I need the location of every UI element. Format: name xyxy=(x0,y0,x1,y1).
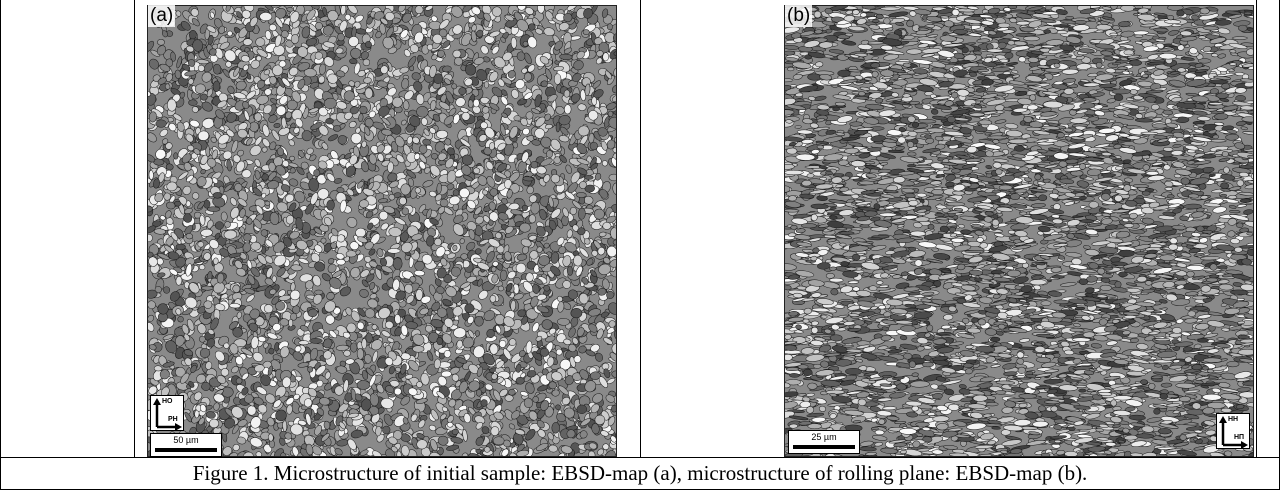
table-border-left xyxy=(0,0,1,490)
orientation-axes-a: НО РН xyxy=(150,395,184,431)
table-cell-divider-mid xyxy=(640,0,641,457)
axis-up-label: НО xyxy=(162,398,173,405)
ebsd-grain-texture-a xyxy=(148,6,616,456)
table-cell-divider-right xyxy=(1256,0,1257,457)
panel-label-b: (b) xyxy=(785,5,813,27)
figure-caption: Figure 1. Microstructure of initial samp… xyxy=(192,461,1088,485)
table-row-divider xyxy=(0,457,1280,458)
axis-right-label: РН xyxy=(168,416,178,423)
ebsd-grain-texture-b xyxy=(785,6,1253,456)
panel-label-a: (a) xyxy=(148,5,176,27)
scale-bar-text: 50 µm xyxy=(173,435,199,445)
axes-arrow-icon xyxy=(153,398,182,431)
scale-bar-a: 50 µm xyxy=(150,433,222,457)
axis-up-label: НН xyxy=(1228,416,1239,423)
scale-bar-text: 25 µm xyxy=(811,432,837,442)
axes-arrow-icon xyxy=(1219,416,1248,449)
axis-right-label: НП xyxy=(1234,434,1245,441)
scale-bar-b: 25 µm xyxy=(788,430,860,454)
ebsd-map-b xyxy=(784,5,1254,457)
scale-bar-line xyxy=(793,445,855,449)
scale-bar-line xyxy=(155,448,217,452)
table-cell-divider-left xyxy=(134,0,135,457)
orientation-axes-b: НН НП xyxy=(1216,413,1250,449)
ebsd-map-a xyxy=(147,5,617,457)
